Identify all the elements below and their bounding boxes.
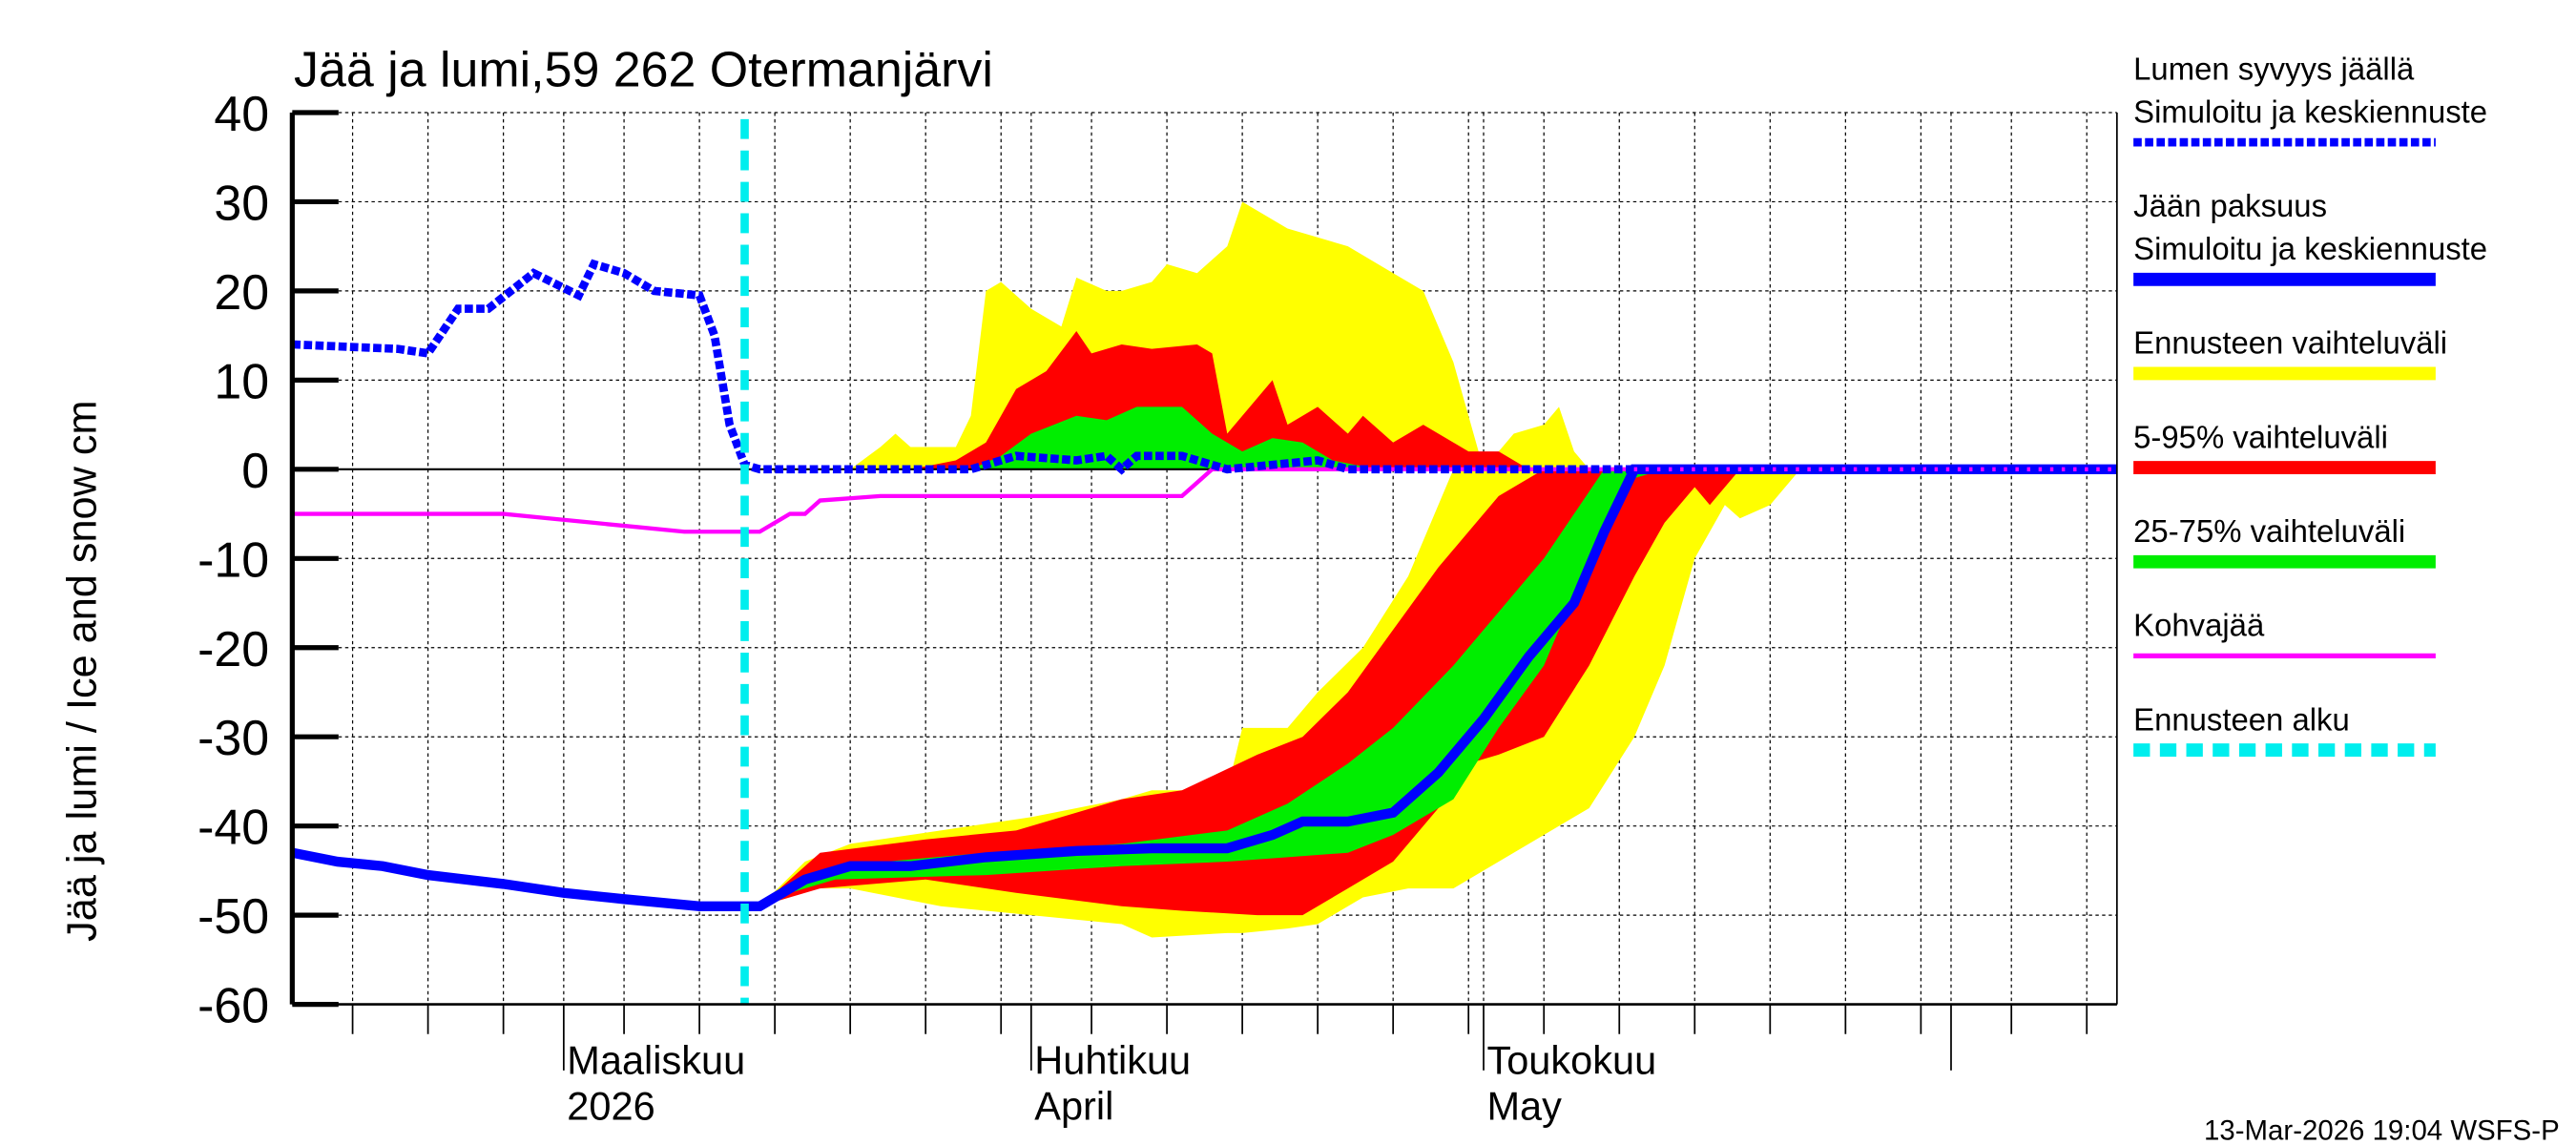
y-tick-label: 10 xyxy=(214,354,269,409)
y-tick-label: -20 xyxy=(197,622,269,677)
legend-label: 5-95% vaihteluväli xyxy=(2133,419,2388,454)
chart-title: Jää ja lumi,59 262 Otermanjärvi xyxy=(294,42,993,97)
timestamp: 13-Mar-2026 19:04 WSFS-P xyxy=(2204,1115,2560,1145)
y-tick-label: -10 xyxy=(197,532,269,588)
bands xyxy=(759,201,1800,938)
ice-p25-75-band xyxy=(775,468,1665,898)
legend-label: Kohvajää xyxy=(2133,608,2265,643)
y-tick-label: 20 xyxy=(214,265,269,321)
month-label-sub: 2026 xyxy=(567,1084,654,1129)
axes: 40 30 20 10 0 -10 -20 -30 -40 -50 -60 Maaliskuu2026… xyxy=(197,87,2118,1129)
snow-p25-75-band xyxy=(970,406,1379,469)
legend-label: Lumen syvyys jäällä xyxy=(2133,51,2415,86)
y-axis-label: Jää ja lumi / Ice and snow cm xyxy=(59,401,105,942)
month-label-sub: April xyxy=(1034,1084,1113,1129)
legend-label: Jään paksuus xyxy=(2133,188,2327,223)
y-tick-label: -50 xyxy=(197,889,269,945)
legend-label: Ennusteen vaihteluväli xyxy=(2133,325,2447,361)
ice-thickness-line xyxy=(291,464,2117,911)
legend-label-sub: Simuloitu ja keskiennuste xyxy=(2133,231,2487,266)
series-lines xyxy=(291,118,2117,1005)
y-tick-label: -40 xyxy=(197,801,269,856)
y-tick-label: 0 xyxy=(241,444,269,499)
y-tick-label: 40 xyxy=(214,87,269,142)
month-label: Toukokuu xyxy=(1486,1037,1656,1082)
month-label-sub: May xyxy=(1486,1084,1562,1129)
month-label: Huhtikuu xyxy=(1034,1037,1191,1082)
legend-label: Ennusteen alku xyxy=(2133,701,2350,737)
y-tick-label: -30 xyxy=(197,711,269,766)
snow-depth-line xyxy=(292,259,2117,475)
slush-ice-line xyxy=(292,467,2117,534)
legend-label-sub: Simuloitu ja keskiennuste xyxy=(2133,94,2487,129)
y-tick-label: -60 xyxy=(197,979,269,1034)
ice-p5-95-band xyxy=(759,468,1740,916)
month-label: Maaliskuu xyxy=(567,1037,745,1082)
legend-label: 25-75% vaihteluväli xyxy=(2133,513,2405,549)
legend: Lumen syvyys jäällä Simuloitu ja keskienn… xyxy=(2133,51,2487,757)
y-tick-label: 30 xyxy=(214,176,269,231)
